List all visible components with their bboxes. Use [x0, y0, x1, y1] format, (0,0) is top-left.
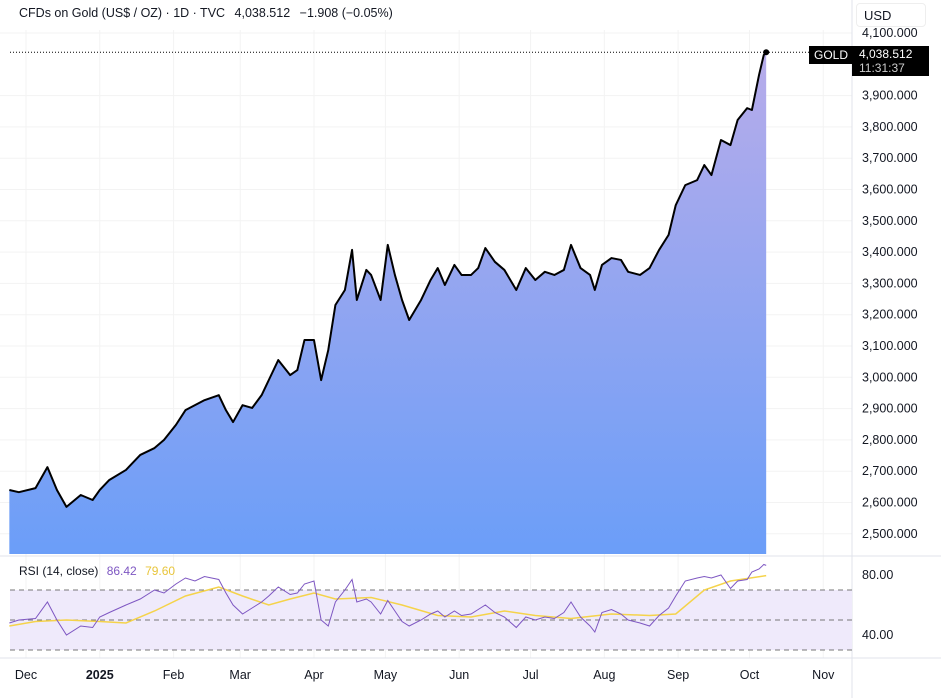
time-axis-label: Mar — [229, 668, 251, 682]
rsi-ma-line — [9, 574, 767, 627]
price-axis-label: 2,600.000 — [862, 496, 918, 510]
price-axis-label: 3,000.000 — [862, 370, 918, 384]
symbol-price-label: GOLD — [809, 46, 854, 64]
time-axis-label: Oct — [740, 668, 760, 682]
price-axis-label: 3,800.000 — [862, 120, 918, 134]
rsi-band — [10, 590, 852, 650]
time-axis-label: Nov — [812, 668, 835, 682]
price-tag: 4,038.512 11:31:37 — [852, 46, 929, 76]
price-line — [9, 51, 767, 508]
price-axis-label: 2,700.000 — [862, 464, 918, 478]
price-axis-label: 2,800.000 — [862, 433, 918, 447]
price-axis-label: 3,400.000 — [862, 245, 918, 259]
rsi-legend[interactable]: RSI (14, close) 86.42 79.60 — [19, 564, 180, 578]
price-axis-label: 4,100.000 — [862, 26, 918, 40]
price-axis-label: 3,500.000 — [862, 214, 918, 228]
price-area — [9, 52, 767, 555]
last-price: 4,038.512 — [234, 6, 291, 20]
time-axis-label: Apr — [304, 668, 323, 682]
price-axis-label: 3,200.000 — [862, 308, 918, 322]
time-axis-label: Jul — [523, 668, 539, 682]
price-axis-label: 3,900.000 — [862, 89, 918, 103]
rsi-axis-label: 40.00 — [862, 628, 893, 642]
rsi-line — [9, 563, 767, 636]
price-tag-value: 4,038.512 — [859, 47, 913, 61]
time-axis-label: May — [374, 668, 398, 682]
currency-button[interactable]: USD — [856, 3, 926, 27]
chart-header: CFDs on Gold (US$ / OZ) · 1D · TVC 4,038… — [19, 6, 399, 20]
rsi-axis-label: 80.00 — [862, 568, 893, 582]
time-axis-label: Feb — [163, 668, 185, 682]
time-axis-label: Dec — [15, 668, 37, 682]
rsi-value: 86.42 — [106, 564, 137, 578]
time-axis-label: Sep — [667, 668, 689, 682]
symbol-title: CFDs on Gold (US$ / OZ) · 1D · TVC — [19, 6, 226, 20]
last-price-dot — [763, 49, 770, 56]
rsi-ma-value: 79.60 — [145, 564, 176, 578]
price-axis-label: 2,500.000 — [862, 527, 918, 541]
rsi-label: RSI (14, close) — [19, 564, 99, 578]
time-axis-label: Aug — [593, 668, 615, 682]
price-change: −1.908 (−0.05%) — [299, 6, 393, 20]
time-axis-label: Jun — [449, 668, 469, 682]
price-tag-countdown: 11:31:37 — [859, 61, 905, 75]
price-axis-label: 3,700.000 — [862, 151, 918, 165]
price-axis-label: 3,600.000 — [862, 183, 918, 197]
price-axis-label: 3,300.000 — [862, 276, 918, 290]
price-axis-label: 2,900.000 — [862, 402, 918, 416]
time-axis-label: 2025 — [86, 668, 114, 682]
price-axis-label: 3,100.000 — [862, 339, 918, 353]
